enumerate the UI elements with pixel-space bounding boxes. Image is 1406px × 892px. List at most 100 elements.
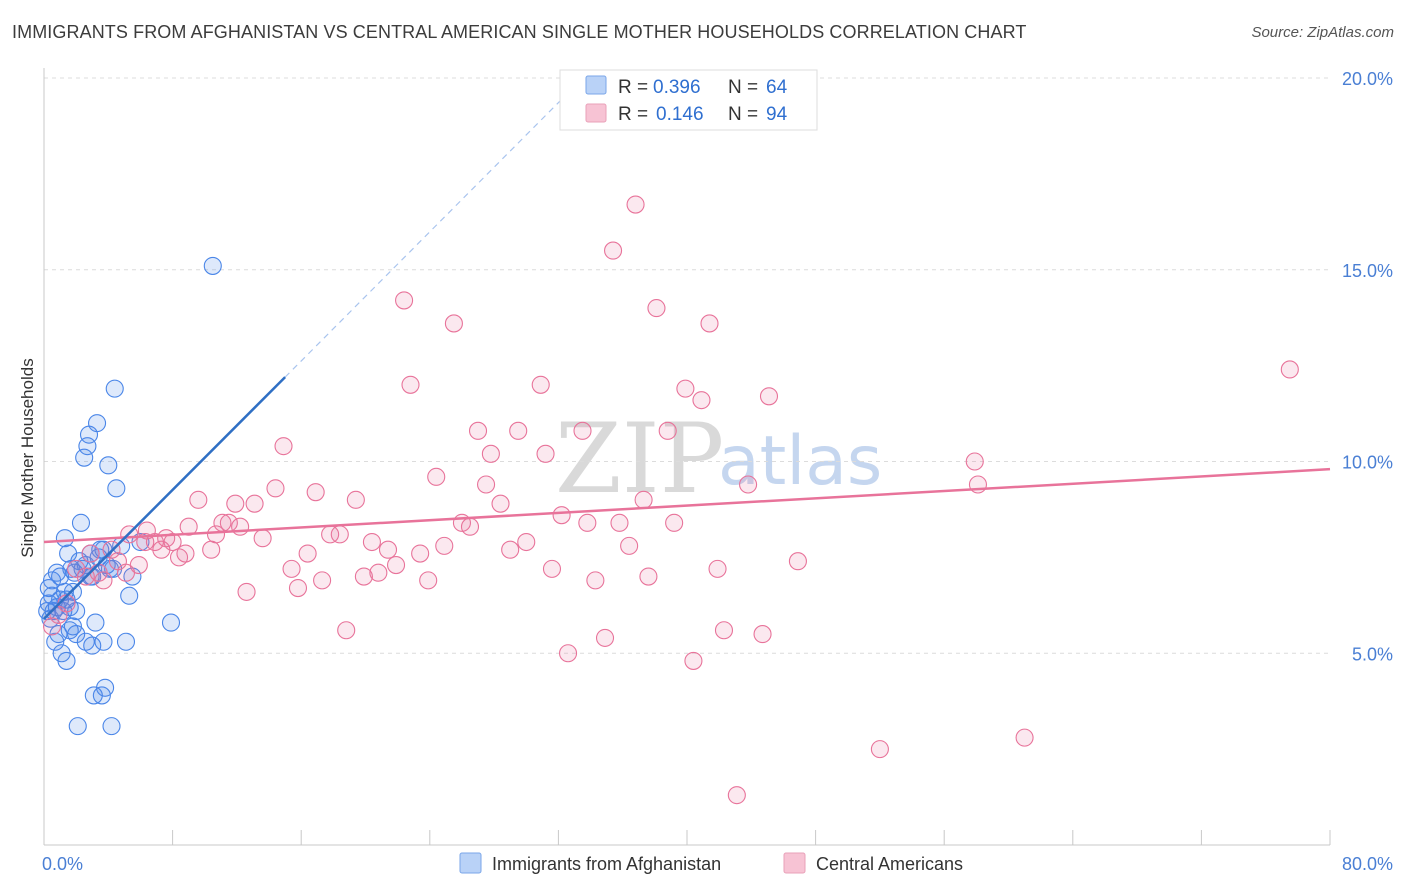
- point-central-89: [739, 475, 758, 494]
- point-central-63: [517, 532, 536, 552]
- point-central-54: [444, 314, 463, 333]
- point-central-84: [692, 391, 711, 410]
- stats-r-value-a: 0.396: [653, 77, 701, 98]
- legend-label-central: Central Americans: [816, 854, 963, 874]
- point-afghanistan-60: [47, 563, 66, 582]
- trend-line-central: [43, 467, 1331, 544]
- point-central-29: [237, 582, 256, 601]
- point-central-77: [634, 490, 653, 509]
- y-tick-label-2: 15.0%: [1342, 261, 1393, 281]
- point-afghanistan-53: [116, 632, 136, 651]
- point-central-23: [202, 540, 221, 559]
- point-central-33: [274, 437, 293, 456]
- stats-swatch-central: [585, 103, 607, 123]
- series-central-americans-points: [42, 195, 1299, 805]
- point-central-92: [788, 552, 807, 571]
- point-afghanistan-12: [55, 529, 74, 548]
- stats-swatch-afghanistan: [585, 75, 607, 95]
- trend-lines: [43, 69, 1331, 620]
- point-afghanistan-42: [94, 632, 113, 651]
- point-central-47: [386, 555, 406, 575]
- point-central-34: [282, 559, 301, 578]
- stats-legend: R = 0.396 N = 64 R = 0.146 N = 94: [559, 69, 818, 131]
- point-central-74: [610, 513, 629, 532]
- point-central-37: [306, 483, 325, 502]
- point-central-43: [354, 567, 373, 586]
- point-afghanistan-61: [57, 590, 76, 609]
- point-afghanistan-7: [49, 625, 68, 644]
- point-central-94: [965, 452, 984, 471]
- point-central-36: [298, 544, 317, 563]
- point-afghanistan-34: [83, 636, 102, 655]
- point-central-45: [369, 563, 388, 582]
- point-afghanistan-14: [57, 651, 76, 670]
- legend-swatch-central: [783, 852, 806, 874]
- point-central-46: [378, 540, 398, 559]
- point-central-38: [313, 571, 332, 590]
- point-central-76: [626, 195, 645, 214]
- point-afghanistan-48: [102, 717, 121, 736]
- gridlines: [44, 77, 1330, 654]
- point-central-75: [620, 536, 639, 555]
- source-credit: Source: ZipAtlas.com: [1251, 24, 1394, 41]
- point-central-96: [1015, 728, 1034, 747]
- point-central-41: [337, 621, 356, 640]
- legend-label-afghanistan: Immigrants from Afghanistan: [492, 854, 721, 874]
- point-central-56: [460, 517, 480, 536]
- point-central-91: [759, 387, 779, 406]
- point-afghanistan-24: [68, 717, 87, 736]
- y-tick-label-3: 20.0%: [1342, 69, 1393, 89]
- point-central-93: [870, 740, 889, 759]
- point-central-83: [684, 651, 703, 670]
- point-central-42: [346, 490, 365, 509]
- point-central-60: [491, 494, 510, 513]
- stats-r-value-b: 0.146: [656, 104, 704, 125]
- point-central-30: [245, 494, 264, 513]
- point-central-64: [531, 375, 550, 394]
- point-central-79: [647, 299, 666, 318]
- point-central-51: [419, 571, 438, 590]
- point-central-27: [226, 494, 245, 513]
- point-central-21: [179, 517, 198, 536]
- point-afghanistan-57: [161, 613, 181, 632]
- point-afghanistan-44: [96, 678, 115, 697]
- point-central-3: [67, 559, 86, 578]
- point-afghanistan-51: [107, 479, 126, 498]
- point-central-58: [477, 475, 496, 494]
- x-tick-label-max: 80.0%: [1342, 854, 1393, 874]
- stats-r-label-a: R =: [618, 77, 648, 98]
- point-central-81: [665, 513, 684, 532]
- point-central-48: [395, 291, 414, 310]
- point-afghanistan-58: [203, 256, 222, 275]
- point-central-32: [266, 479, 285, 498]
- point-central-65: [536, 444, 555, 463]
- point-afghanistan-37: [86, 613, 105, 632]
- point-afghanistan-26: [71, 513, 91, 532]
- stats-n-label-a: N =: [728, 77, 758, 98]
- point-central-49: [401, 375, 420, 394]
- series-legend: Immigrants from Afghanistan Central Amer…: [459, 852, 963, 874]
- point-central-52: [427, 467, 446, 486]
- watermark-zip: ZIP: [555, 403, 724, 515]
- chart-title: IMMIGRANTS FROM AFGHANISTAN VS CENTRAL A…: [12, 22, 1027, 42]
- point-central-88: [727, 786, 746, 805]
- point-central-86: [708, 559, 727, 578]
- point-central-68: [558, 644, 578, 663]
- point-central-69: [573, 421, 592, 440]
- point-central-61: [501, 540, 520, 559]
- point-central-40: [330, 525, 349, 544]
- point-central-57: [468, 421, 488, 440]
- point-central-73: [604, 241, 623, 260]
- trend-line-afghanistan: [43, 376, 287, 620]
- point-afghanistan-46: [99, 456, 118, 475]
- point-central-15: [145, 532, 164, 552]
- point-central-66: [542, 559, 562, 578]
- point-central-53: [435, 536, 454, 555]
- y-tick-label-1: 10.0%: [1342, 453, 1393, 473]
- point-central-62: [509, 421, 528, 440]
- point-afghanistan-38: [87, 414, 107, 433]
- point-central-78: [639, 567, 658, 586]
- point-central-70: [578, 513, 597, 532]
- stats-n-label-b: N =: [728, 104, 758, 125]
